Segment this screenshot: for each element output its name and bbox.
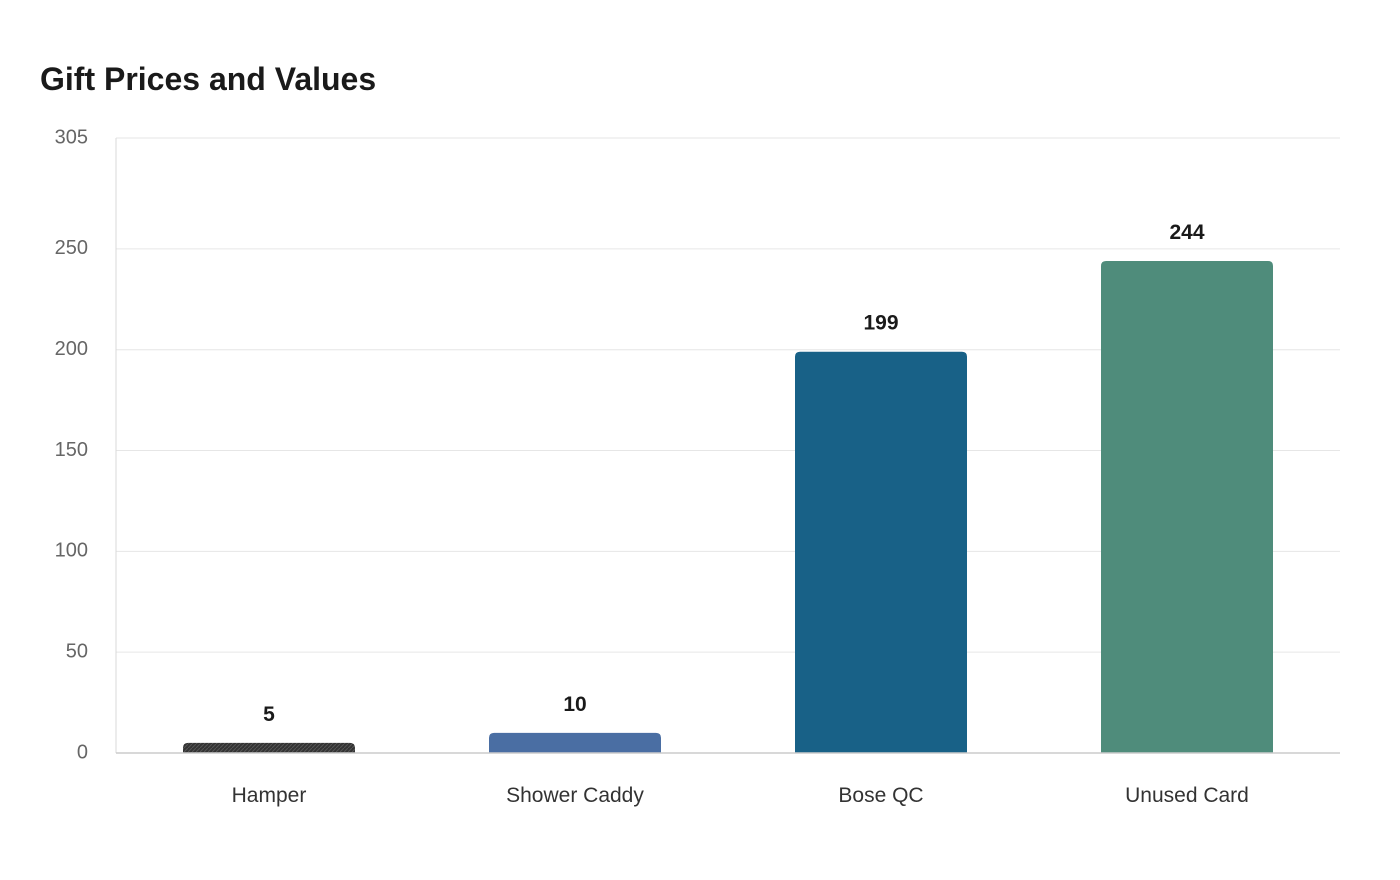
data-label: 244 xyxy=(1169,221,1204,244)
axes xyxy=(115,138,1340,754)
data-label: 5 xyxy=(263,703,275,726)
data-labels: 5 10 199 244 xyxy=(263,221,1205,726)
x-tick-label: Shower Caddy xyxy=(506,784,644,807)
bars xyxy=(183,261,1273,753)
bar-hamper xyxy=(183,742,355,753)
y-tick-label: 200 xyxy=(55,338,88,360)
y-axis-ticks: 0 50 100 150 200 250 305 xyxy=(55,126,88,763)
x-axis-ticks: Hamper Shower Caddy Bose QC Unused Card xyxy=(232,784,1249,807)
x-tick-label: Unused Card xyxy=(1125,784,1249,807)
data-label: 10 xyxy=(563,693,586,716)
bar-unused-card xyxy=(1101,261,1273,753)
y-tick-label: 100 xyxy=(55,540,88,562)
y-tick-label: 150 xyxy=(55,439,88,461)
chart-title: Gift Prices and Values xyxy=(40,61,377,97)
y-tick-label: 0 xyxy=(77,741,88,763)
gridlines xyxy=(116,137,1340,653)
y-tick-label: 305 xyxy=(55,126,88,148)
y-tick-label: 50 xyxy=(66,640,88,662)
x-tick-label: Bose QC xyxy=(838,784,923,807)
bar-bose-qc xyxy=(795,351,967,753)
bar-shower-caddy xyxy=(489,732,661,753)
data-label: 199 xyxy=(863,312,898,335)
x-tick-label: Hamper xyxy=(232,784,307,807)
y-tick-label: 250 xyxy=(55,237,88,259)
